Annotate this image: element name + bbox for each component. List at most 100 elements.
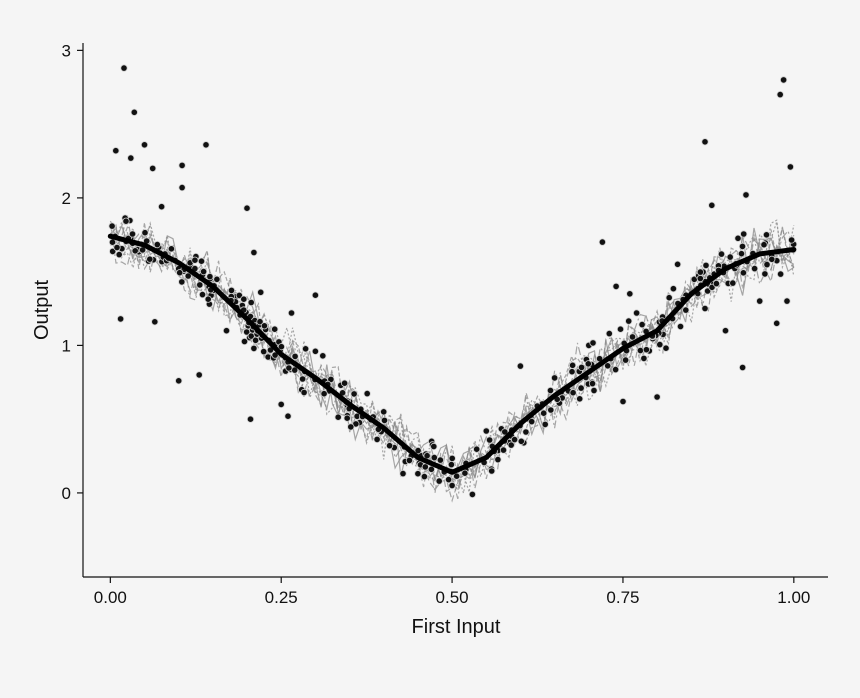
data-point <box>721 327 730 335</box>
data-point <box>363 389 371 398</box>
data-point <box>516 362 525 370</box>
data-point <box>291 352 299 360</box>
data-point <box>115 251 123 259</box>
data-point <box>750 264 759 273</box>
data-point <box>227 286 236 294</box>
sample-curve <box>110 215 795 500</box>
data-point <box>343 414 351 422</box>
data-point <box>399 469 407 478</box>
data-point <box>175 377 183 385</box>
data-point <box>740 230 748 238</box>
data-point <box>414 446 422 455</box>
data-point <box>696 268 705 276</box>
data-point <box>204 295 212 303</box>
data-point <box>656 340 664 349</box>
data-point <box>277 343 285 351</box>
data-point <box>334 413 342 421</box>
x-tick-label: 0.75 <box>606 588 639 607</box>
data-point <box>540 409 548 417</box>
data-point <box>616 325 625 333</box>
data-point <box>448 481 456 490</box>
mean-curve-group <box>107 233 797 475</box>
data-point <box>271 325 279 333</box>
data-point <box>669 285 678 293</box>
data-point <box>146 255 154 263</box>
data-point <box>380 408 388 416</box>
data-point <box>768 255 776 263</box>
sample-curve <box>109 223 795 503</box>
data-point <box>779 76 788 84</box>
data-point <box>195 371 203 379</box>
data-point <box>167 245 175 253</box>
data-point <box>420 472 428 481</box>
data-point <box>612 282 620 290</box>
data-point <box>787 236 796 244</box>
data-point <box>256 318 264 326</box>
data-point <box>140 141 149 149</box>
data-point <box>642 346 651 354</box>
data-point <box>191 256 199 264</box>
data-point <box>738 242 747 250</box>
x-axis-ticks: 0.00 0.25 0.50 0.75 1.00 <box>94 577 810 607</box>
y-axis-title: Output <box>31 280 53 340</box>
y-tick-label: 2 <box>62 189 71 208</box>
data-point <box>632 309 641 317</box>
data-point <box>108 222 116 230</box>
data-point <box>621 356 630 364</box>
data-point <box>510 435 519 444</box>
data-point <box>350 390 358 398</box>
data-point <box>277 400 285 408</box>
data-point <box>243 204 251 212</box>
data-point <box>421 463 429 471</box>
data-point <box>436 456 444 464</box>
data-point <box>287 309 296 317</box>
data-point <box>444 475 453 484</box>
data-point <box>619 397 627 406</box>
data-point <box>178 278 186 286</box>
x-tick-label: 0.25 <box>265 588 298 607</box>
x-tick-label: 0.00 <box>94 588 127 607</box>
data-point <box>200 267 208 276</box>
data-point <box>598 238 607 246</box>
data-point <box>311 347 319 355</box>
data-point <box>584 360 592 368</box>
data-point <box>737 250 746 258</box>
data-point <box>761 270 769 278</box>
data-point <box>528 417 536 426</box>
data-point <box>517 437 525 445</box>
data-point <box>430 453 438 462</box>
data-point <box>742 191 750 199</box>
data-point <box>589 339 597 347</box>
data-point <box>149 164 157 172</box>
data-point <box>184 272 192 280</box>
data-point <box>568 361 577 369</box>
data-point <box>178 161 186 169</box>
data-point <box>206 272 214 281</box>
data-point <box>319 352 327 360</box>
x-tick-label: 1.00 <box>777 588 810 607</box>
data-point <box>298 375 307 383</box>
data-point <box>405 456 413 464</box>
data-point <box>340 379 349 387</box>
sample-curve <box>109 225 795 483</box>
data-point <box>197 257 206 265</box>
x-tick-label: 0.50 <box>436 588 469 607</box>
data-point <box>178 184 186 192</box>
data-point <box>673 260 682 268</box>
data-point <box>448 454 456 462</box>
data-point <box>763 260 771 269</box>
data-point <box>701 304 709 313</box>
data-point <box>665 294 673 302</box>
data-point <box>461 469 469 477</box>
data-point <box>522 428 530 436</box>
data-point <box>240 337 249 346</box>
data-point <box>285 364 293 372</box>
data-point <box>726 253 734 261</box>
data-point <box>427 465 435 473</box>
data-point <box>447 460 455 469</box>
data-point <box>676 322 685 331</box>
data-point <box>380 416 389 424</box>
data-point <box>577 384 585 392</box>
